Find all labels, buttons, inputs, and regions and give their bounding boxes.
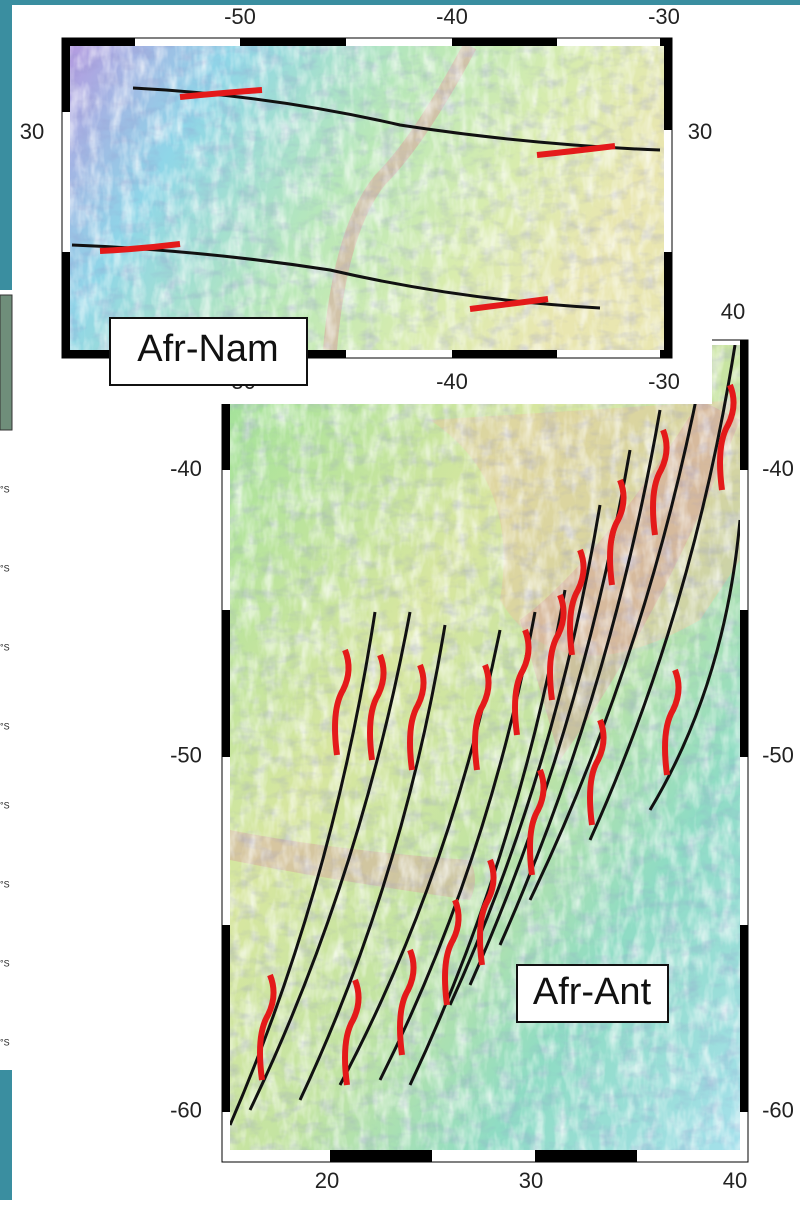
fragment-label: °S <box>0 563 10 573</box>
map-label: Afr-Ant <box>533 971 652 1013</box>
lat-tick-label: -40 <box>762 456 794 481</box>
frame-bar <box>664 38 672 130</box>
lon-tick-label: 20 <box>315 1168 339 1193</box>
frame-bar <box>740 925 748 1112</box>
fragment-label: °S <box>0 721 10 731</box>
frame-bar <box>664 252 672 358</box>
lon-tick-label: -30 <box>648 369 680 394</box>
left-strip <box>0 0 12 290</box>
frame-bar <box>222 925 230 1112</box>
frame-bar <box>740 610 748 757</box>
map-texture <box>70 46 664 350</box>
frame-bar <box>740 340 748 470</box>
screenshot: °S °S °S °S °S °S °S °S Afr-Ant <box>0 0 800 1200</box>
frame-bar <box>240 38 346 46</box>
lat-tick-label: 30 <box>688 119 712 144</box>
lat-tick-label: -40 <box>170 456 202 481</box>
left-fragments: °S °S °S °S °S °S °S °S <box>0 484 10 1047</box>
fragment-label: °S <box>0 484 10 494</box>
left-strip-bottom <box>0 1070 12 1200</box>
frame-bar <box>452 38 557 46</box>
fragment-label: °S <box>0 1037 10 1047</box>
lon-tick-label: 30 <box>519 1168 543 1193</box>
lon-tick-label: -40 <box>436 369 468 394</box>
lon-tick-label: 40 <box>721 299 745 324</box>
lat-tick-label: 30 <box>20 119 44 144</box>
map-afr-ant: Afr-Ant <box>222 340 748 1162</box>
lat-tick-label: -60 <box>762 1097 794 1122</box>
frame-bar <box>330 1150 432 1162</box>
frame-bar <box>62 38 135 46</box>
map-label: Afr-Nam <box>137 328 278 370</box>
frame-bar <box>222 610 230 757</box>
map-afr-nam: -50 Afr-Nam <box>62 38 672 394</box>
fragment-label: °S <box>0 958 10 968</box>
lat-tick-label: -50 <box>170 743 202 768</box>
frame-bar <box>62 38 70 112</box>
lon-tick-label: -50 <box>224 4 256 29</box>
frame-bar <box>452 350 557 358</box>
lat-tick-label: -50 <box>762 743 794 768</box>
frame-bar <box>535 1150 637 1162</box>
lon-tick-label: -30 <box>648 4 680 29</box>
left-thumbnail <box>0 295 12 430</box>
lon-tick-label: 40 <box>723 1168 747 1193</box>
fragment-label: °S <box>0 642 10 652</box>
lat-tick-label: -60 <box>170 1097 202 1122</box>
frame-bar <box>62 252 70 358</box>
fragment-label: °S <box>0 800 10 810</box>
fragment-label: °S <box>0 879 10 889</box>
top-strip <box>0 0 800 5</box>
lon-tick-label: -40 <box>436 4 468 29</box>
